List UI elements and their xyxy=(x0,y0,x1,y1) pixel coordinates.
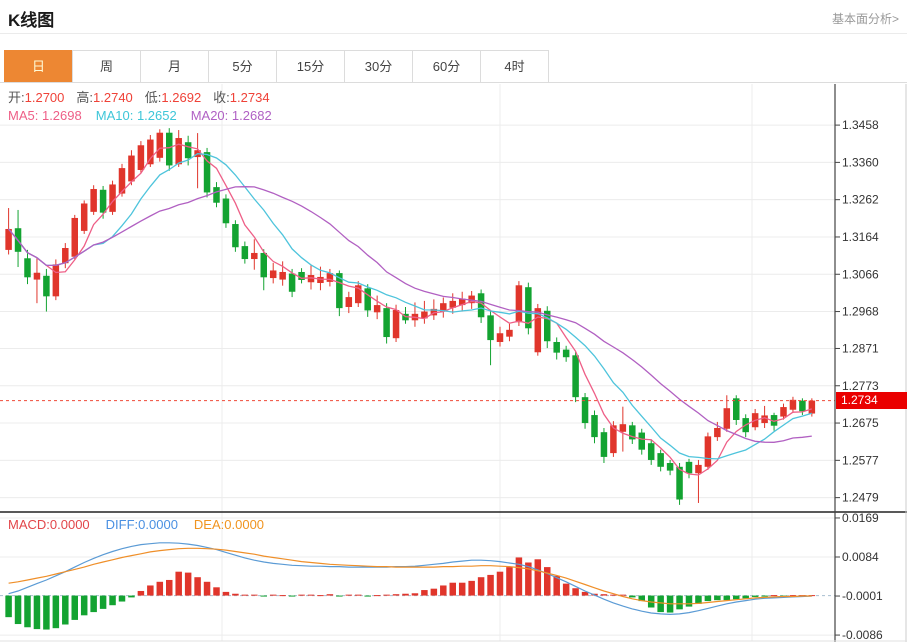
tabs-bottom-border xyxy=(0,82,907,83)
fundamental-analysis-link[interactable]: 基本面分析> xyxy=(831,12,899,26)
period-tab-5分[interactable]: 5分 xyxy=(208,50,277,83)
macd-legend: MACD:0.0000 xyxy=(8,517,90,532)
current-price-tag: 1.2734 xyxy=(836,392,907,409)
ma10-legend: MA10: 1.2652 xyxy=(95,108,177,123)
macd-layer xyxy=(0,542,835,630)
ma5-legend: MA5: 1.2698 xyxy=(8,108,82,123)
svg-text:1.3360: 1.3360 xyxy=(842,155,879,169)
period-tabs: 日周月 5分 15分 30分 60分 4时 xyxy=(4,50,549,83)
svg-text:1.2479: 1.2479 xyxy=(842,491,879,505)
svg-text:-0.0001: -0.0001 xyxy=(842,589,883,603)
svg-text:1.2773: 1.2773 xyxy=(842,379,879,393)
svg-text:0.0084: 0.0084 xyxy=(842,550,879,564)
title-divider xyxy=(0,33,907,34)
macd-header: MACD:0.0000 DIFF:0.0000 DEA:0.0000 xyxy=(8,517,264,533)
dea-line xyxy=(8,547,812,605)
ma-lines-layer xyxy=(8,143,812,476)
period-tab-月[interactable]: 月 xyxy=(140,50,209,83)
low-label: 低: xyxy=(144,90,162,105)
page-title: K线图 xyxy=(8,11,55,30)
diff-legend: DIFF:0.0000 xyxy=(105,517,178,532)
grid-layer xyxy=(0,84,835,641)
ma-header: MA5: 1.2698 MA10: 1.2652 MA20: 1.2682 xyxy=(8,107,272,124)
close-value: 1.2734 xyxy=(229,90,270,105)
period-tab-15分[interactable]: 15分 xyxy=(276,50,345,83)
ma20-line xyxy=(8,186,812,443)
ma5-line xyxy=(8,143,812,476)
svg-text:-0.0086: -0.0086 xyxy=(842,628,883,642)
diff-line xyxy=(8,542,812,616)
period-tab-60分[interactable]: 60分 xyxy=(412,50,481,83)
svg-text:1.2871: 1.2871 xyxy=(842,341,879,355)
y-axis-layer: 1.3458 1.3360 1.3262 1.3164 1.3066 1.2968 1.28… xyxy=(0,84,907,642)
close-label: 收: xyxy=(213,90,230,105)
svg-text:1.2675: 1.2675 xyxy=(842,416,879,430)
period-tab-日[interactable]: 日 xyxy=(4,50,73,83)
open-value: 1.2700 xyxy=(24,90,65,105)
high-label: 高: xyxy=(76,90,94,105)
high-value: 1.2740 xyxy=(93,90,133,105)
ma10-line xyxy=(8,153,812,460)
low-value: 1.2692 xyxy=(161,90,202,105)
open-label: 开: xyxy=(8,90,25,105)
period-tab-30分[interactable]: 30分 xyxy=(344,50,413,83)
dea-legend: DEA:0.0000 xyxy=(193,517,265,532)
svg-text:1.2577: 1.2577 xyxy=(842,453,879,467)
ma20-legend: MA20: 1.2682 xyxy=(190,108,272,123)
candles-layer xyxy=(5,128,816,505)
svg-text:1.3066: 1.3066 xyxy=(842,267,879,281)
svg-text:1.2968: 1.2968 xyxy=(842,305,879,319)
svg-text:0.0169: 0.0169 xyxy=(842,511,879,525)
ohlc-header: 开:1.2700 高:1.2740 低:1.2692 收:1.2734 xyxy=(8,89,282,106)
svg-text:1.3458: 1.3458 xyxy=(842,118,879,132)
svg-text:1.3164: 1.3164 xyxy=(842,230,879,244)
svg-text:1.3262: 1.3262 xyxy=(842,193,879,207)
